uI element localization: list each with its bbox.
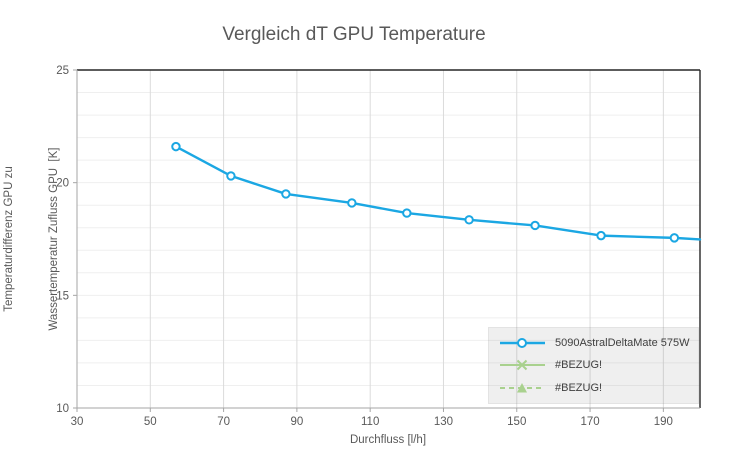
y-tick-label: 20 <box>56 178 69 190</box>
data-point-marker <box>669 233 680 243</box>
data-point-marker <box>347 198 357 208</box>
legend[interactable]: 5090AstralDeltaMate 575W #BEZUG! #BEZUG! <box>488 327 699 404</box>
triangle-marker-icon <box>517 382 527 393</box>
y-axis-title: Temperaturdifferenz GPU zu Wassertempera… <box>0 148 92 331</box>
x-axis-title: Durchfluss [l/h] <box>349 434 427 446</box>
legend-entry-series2[interactable]: #BEZUG! <box>489 358 698 372</box>
data-point-marker <box>402 208 412 218</box>
legend-swatch-dash-triangle <box>500 382 545 393</box>
series-line <box>174 145 702 241</box>
y-tick-label: 10 <box>56 403 69 415</box>
y-axis-title-line1: Temperaturdifferenz GPU zu <box>3 166 15 312</box>
data-point-marker <box>530 220 540 231</box>
data-point-marker <box>281 189 291 199</box>
x-marker-icon <box>516 360 528 371</box>
legend-label: #BEZUG! <box>555 359 603 372</box>
data-point-marker <box>226 171 236 181</box>
x-tick-label: 170 <box>580 416 599 428</box>
legend-swatch-line-circle <box>500 338 545 349</box>
data-point-marker <box>596 230 606 241</box>
data-point-marker <box>171 141 181 152</box>
x-tick-label: 190 <box>654 416 673 428</box>
x-tick-label: 150 <box>507 416 526 428</box>
open-circle-marker-icon <box>517 338 527 349</box>
x-tick-label: 130 <box>434 416 453 428</box>
legend-label: 5090AstralDeltaMate 575W <box>555 337 690 350</box>
legend-label: #BEZUG! <box>555 381 603 394</box>
x-tick-label: 50 <box>144 416 157 428</box>
x-tick-label: 90 <box>290 416 303 428</box>
x-tick-label: 110 <box>361 416 379 428</box>
chart-title: Vergleich dT GPU Temperature <box>222 24 486 45</box>
y-tick-label: 15 <box>56 290 69 302</box>
legend-entry-series3[interactable]: #BEZUG! <box>489 381 698 395</box>
y-tick-label: 25 <box>56 65 69 77</box>
y-axis-title-line2: Wassertemperatur Zufluss GPU [K] <box>48 147 60 331</box>
x-tick-label: 30 <box>71 416 84 428</box>
x-tick-label: 70 <box>217 416 230 428</box>
data-point-marker <box>464 215 474 225</box>
legend-entry-series1[interactable]: 5090AstralDeltaMate 575W <box>489 336 698 350</box>
legend-swatch-line-x <box>500 360 545 371</box>
